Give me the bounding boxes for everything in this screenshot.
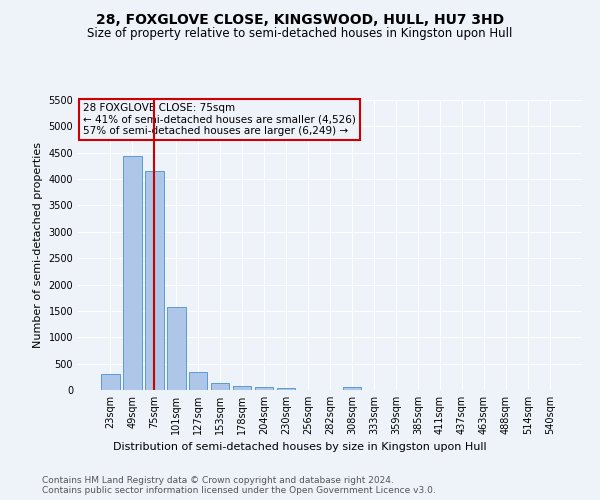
Bar bbox=[233, 386, 251, 390]
Text: Size of property relative to semi-detached houses in Kingston upon Hull: Size of property relative to semi-detach… bbox=[88, 28, 512, 40]
Text: Distribution of semi-detached houses by size in Kingston upon Hull: Distribution of semi-detached houses by … bbox=[113, 442, 487, 452]
Bar bbox=[255, 387, 274, 390]
Bar bbox=[101, 374, 119, 390]
Bar bbox=[343, 387, 361, 390]
Text: 28, FOXGLOVE CLOSE, KINGSWOOD, HULL, HU7 3HD: 28, FOXGLOVE CLOSE, KINGSWOOD, HULL, HU7… bbox=[96, 12, 504, 26]
Text: 28 FOXGLOVE CLOSE: 75sqm
← 41% of semi-detached houses are smaller (4,526)
57% o: 28 FOXGLOVE CLOSE: 75sqm ← 41% of semi-d… bbox=[83, 103, 356, 136]
Bar bbox=[211, 383, 229, 390]
Bar bbox=[167, 308, 185, 390]
Y-axis label: Number of semi-detached properties: Number of semi-detached properties bbox=[33, 142, 43, 348]
Bar bbox=[123, 156, 142, 390]
Bar bbox=[189, 372, 208, 390]
Bar bbox=[145, 170, 164, 390]
Bar bbox=[277, 388, 295, 390]
Text: Contains HM Land Registry data © Crown copyright and database right 2024.
Contai: Contains HM Land Registry data © Crown c… bbox=[42, 476, 436, 495]
